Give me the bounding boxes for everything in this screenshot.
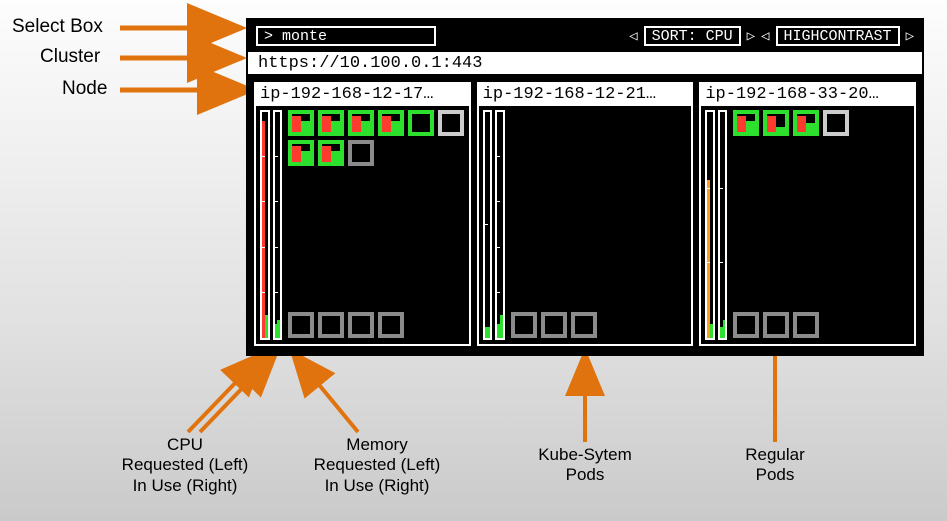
- pod[interactable]: [318, 312, 344, 338]
- pod[interactable]: [823, 110, 849, 136]
- node-title: ip-192-168-12-17…: [256, 84, 469, 106]
- cluster-url: https://10.100.0.1:443: [248, 50, 922, 76]
- pod[interactable]: [348, 110, 374, 136]
- meters: [479, 106, 507, 344]
- meters: [256, 106, 284, 344]
- sort-next-icon[interactable]: ▷: [747, 28, 755, 45]
- ann-node: Node: [62, 78, 107, 101]
- node-title: ip-192-168-12-21…: [479, 84, 692, 106]
- pod[interactable]: [541, 312, 567, 338]
- pod[interactable]: [348, 140, 374, 166]
- ann-kube: Kube-Sytem Pods: [520, 445, 650, 486]
- cpu-meter: [260, 110, 270, 340]
- nodes-container: ip-192-168-12-17… ip-192-168-12-21… ip-192…: [248, 76, 922, 352]
- ann-cpu: CPU Requested (Left) In Use (Right): [100, 435, 270, 496]
- node-body: [256, 106, 469, 344]
- ann-select-box: Select Box: [12, 16, 103, 39]
- pod[interactable]: [733, 312, 759, 338]
- pod[interactable]: [318, 140, 344, 166]
- sort-prev-icon[interactable]: ◁: [629, 28, 637, 45]
- ann-regular: Regular Pods: [720, 445, 830, 486]
- cpu-meter: [483, 110, 493, 340]
- memory-meter: [718, 110, 728, 340]
- memory-meter: [495, 110, 505, 340]
- node-body: [701, 106, 914, 344]
- pod[interactable]: [511, 312, 537, 338]
- pod[interactable]: [763, 110, 789, 136]
- pod[interactable]: [378, 312, 404, 338]
- node-panel: ip-192-168-12-17…: [254, 82, 471, 346]
- select-box-input[interactable]: > monte: [256, 26, 436, 46]
- node-panel: ip-192-168-12-21…: [477, 82, 694, 346]
- pod[interactable]: [793, 312, 819, 338]
- pod[interactable]: [408, 110, 434, 136]
- node-body: [479, 106, 692, 344]
- pod[interactable]: [438, 110, 464, 136]
- pods-area: [729, 106, 914, 344]
- pod[interactable]: [318, 110, 344, 136]
- ann-memory: Memory Requested (Left) In Use (Right): [292, 435, 462, 496]
- terminal-window: > monte ◁ SORT: CPU ▷ ◁ HIGHCONTRAST ▷ h…: [246, 18, 924, 356]
- pod[interactable]: [763, 312, 789, 338]
- sort-box[interactable]: SORT: CPU: [644, 26, 741, 46]
- node-panel: ip-192-168-33-20…: [699, 82, 916, 346]
- ann-cluster: Cluster: [40, 46, 100, 69]
- meters: [701, 106, 729, 344]
- pod[interactable]: [378, 110, 404, 136]
- pod[interactable]: [288, 312, 314, 338]
- node-title: ip-192-168-33-20…: [701, 84, 914, 106]
- topbar: > monte ◁ SORT: CPU ▷ ◁ HIGHCONTRAST ▷: [248, 20, 922, 50]
- pod[interactable]: [288, 140, 314, 166]
- contrast-prev-icon[interactable]: ◁: [761, 28, 769, 45]
- memory-meter: [273, 110, 283, 340]
- cpu-meter: [705, 110, 715, 340]
- contrast-next-icon[interactable]: ▷: [906, 28, 914, 45]
- pods-area: [284, 106, 469, 344]
- pods-area: [507, 106, 692, 344]
- pod[interactable]: [348, 312, 374, 338]
- pod[interactable]: [793, 110, 819, 136]
- contrast-box[interactable]: HIGHCONTRAST: [776, 26, 900, 46]
- pod[interactable]: [288, 110, 314, 136]
- pod[interactable]: [571, 312, 597, 338]
- pod[interactable]: [733, 110, 759, 136]
